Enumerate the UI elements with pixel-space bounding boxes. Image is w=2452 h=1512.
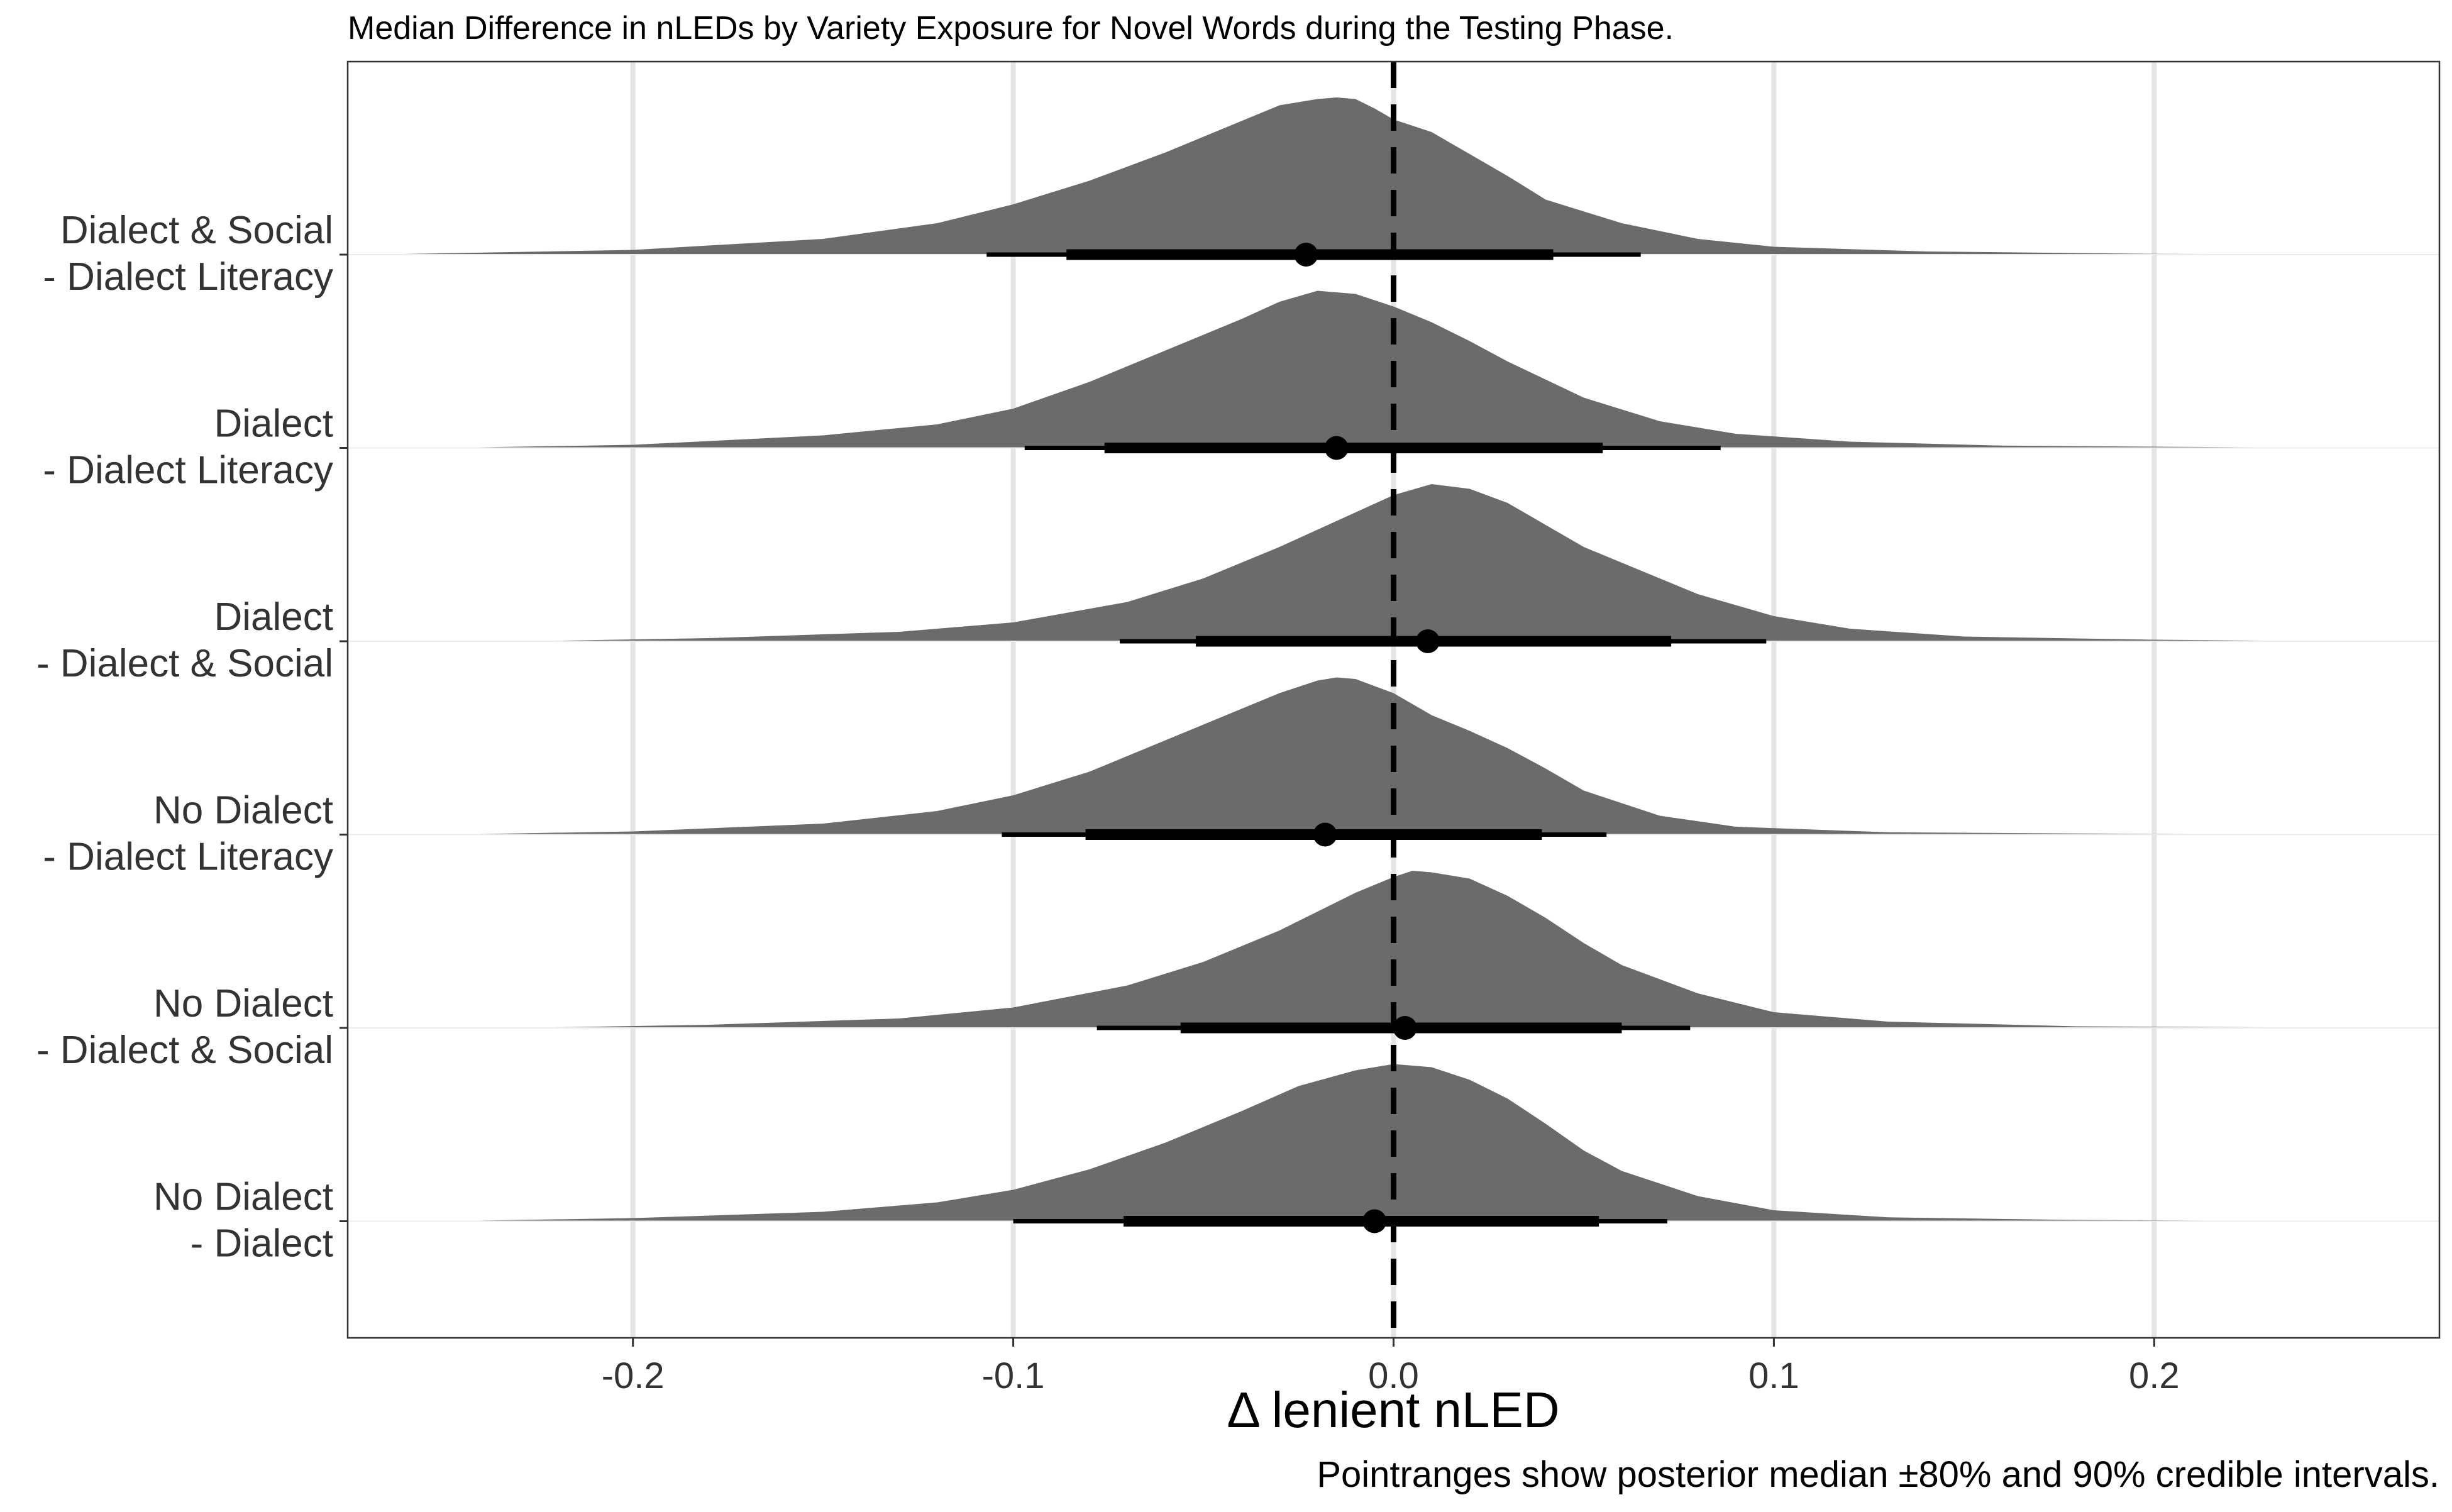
density-curve — [519, 871, 2383, 1028]
median-point — [1324, 436, 1349, 460]
x-tick-label: 0.0 — [1368, 1355, 1419, 1396]
x-tick-label: -0.1 — [982, 1355, 1045, 1396]
x-axis: -0.2 -0.1 0.0 0.1 0.2 — [602, 1338, 2180, 1396]
y-axis-labels: Dialect & Social- Dialect LiteracyDialec… — [36, 209, 348, 1266]
median-point — [1362, 1209, 1387, 1233]
chart-title: Median Difference in nLEDs by Variety Ex… — [348, 10, 1674, 47]
chart-caption: Pointranges show posterior median ±80% a… — [1317, 1454, 2439, 1495]
median-point — [1313, 822, 1337, 847]
y-tick-label-line1: Dialect — [214, 402, 333, 446]
pointrange-layer — [986, 243, 1767, 1233]
x-tick-label: -0.2 — [602, 1355, 665, 1396]
x-axis-title: Δ lenient nLED — [1227, 1382, 1559, 1438]
density-curve — [367, 97, 2421, 255]
density-curve — [443, 290, 2421, 448]
y-tick-label-line2: - Dialect Literacy — [43, 449, 333, 492]
x-tick-label: 0.2 — [2129, 1355, 2180, 1396]
y-tick-label-line2: - Dialect & Social — [36, 642, 333, 685]
y-tick-label-line2: - Dialect & Social — [36, 1029, 333, 1072]
y-tick-label-line1: Dialect & Social — [60, 209, 333, 252]
median-point — [1294, 243, 1318, 267]
y-tick-label-line2: - Dialect — [191, 1222, 333, 1266]
y-tick-label-line1: Dialect — [214, 595, 333, 639]
median-point — [1415, 629, 1440, 653]
median-point — [1393, 1016, 1417, 1040]
y-tick-label-line1: No Dialect — [153, 982, 333, 1025]
y-tick-label-line2: - Dialect Literacy — [43, 836, 333, 879]
y-tick-label-line1: No Dialect — [153, 1176, 333, 1219]
density-curve — [519, 484, 2344, 641]
y-tick-label-line2: - Dialect Literacy — [43, 255, 333, 299]
x-tick-label: 0.1 — [1748, 1355, 1799, 1396]
y-tick-label-line1: No Dialect — [153, 789, 333, 832]
